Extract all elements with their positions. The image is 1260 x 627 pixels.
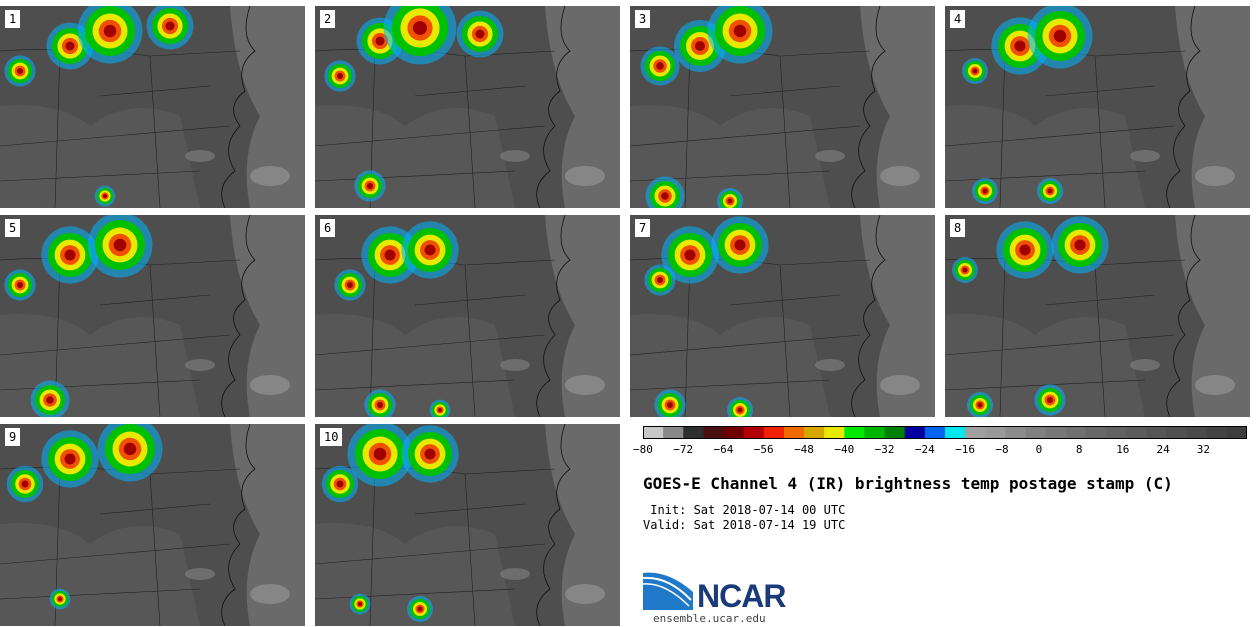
map-panel-2: 2 [315, 6, 620, 208]
ir-satellite-image [945, 215, 1250, 417]
colorbar-segment [985, 426, 1006, 439]
colorbar-segment [864, 426, 886, 439]
website-url[interactable]: ensemble.ucar.edu [653, 612, 766, 625]
panel-number: 4 [950, 10, 966, 28]
ir-satellite-image [315, 6, 620, 208]
colorbar-segment [945, 426, 966, 439]
colorbar-tick-label: 16 [1116, 443, 1130, 456]
colorbar-segment [1005, 426, 1027, 439]
ncar-logo-text: NCAR [697, 578, 786, 614]
panel-number: 5 [5, 219, 21, 237]
colorbar-segment [1146, 426, 1167, 439]
colorbar-segment [763, 426, 785, 439]
figure-title: GOES-E Channel 4 (IR) brightness temp po… [643, 474, 1173, 493]
colorbar [643, 426, 1247, 439]
colorbar-tick-label: −72 [673, 443, 694, 456]
panel-number: 8 [950, 219, 966, 237]
colorbar-segment [965, 426, 986, 439]
ir-satellite-image [315, 424, 620, 626]
map-panel-9: 9 [0, 424, 305, 626]
panel-number: 6 [320, 219, 336, 237]
map-panel-6: 6 [315, 215, 620, 417]
colorbar-tick-label: −24 [914, 443, 935, 456]
panel-number: 2 [320, 10, 336, 28]
colorbar-segment [743, 426, 765, 439]
panel-number: 3 [635, 10, 651, 28]
colorbar-segment [904, 426, 926, 439]
ir-satellite-image [630, 6, 935, 208]
colorbar-segment [723, 426, 745, 439]
colorbar-tick-label: −16 [955, 443, 975, 456]
colorbar-tick-label: 24 [1156, 443, 1170, 456]
panel-number: 10 [320, 428, 343, 446]
colorbar-segment [1045, 426, 1067, 439]
colorbar-segment [1186, 426, 1208, 439]
colorbar-segment [1085, 426, 1107, 439]
colorbar-segment [1226, 426, 1247, 439]
colorbar-segment [783, 426, 805, 439]
colorbar-segment [1025, 426, 1047, 439]
panel-number: 7 [635, 219, 651, 237]
init-time: Init: Sat 2018-07-14 00 UTC [643, 503, 846, 517]
colorbar-tick-label: 0 [1035, 443, 1043, 456]
colorbar-segment [824, 426, 845, 439]
colorbar-tick-labels: −80 −72 −64 −56 −48 −40 −32 −24 −16 −8 0 8 16 24 32 [633, 440, 1247, 460]
map-panel-4: 4 [945, 6, 1250, 208]
colorbar-segment [1206, 426, 1228, 439]
colorbar-segment [663, 426, 684, 439]
colorbar-segment [703, 426, 725, 439]
colorbar-tick-label: −40 [834, 443, 855, 456]
colorbar-tick-label: −80 [633, 443, 653, 456]
ir-satellite-image [0, 6, 305, 208]
colorbar-segment [1126, 426, 1147, 439]
ncar-logo [643, 572, 693, 610]
map-panel-5: 5 [0, 215, 305, 417]
colorbar-segment [884, 426, 906, 439]
colorbar-tick-label: −56 [753, 443, 774, 456]
colorbar-tick-label: −64 [713, 443, 734, 456]
colorbar-tick-label: 32 [1196, 443, 1210, 456]
map-panel-7: 7 [630, 215, 935, 417]
colorbar-tick-label: −8 [995, 443, 1009, 456]
valid-time: Valid: Sat 2018-07-14 19 UTC [643, 518, 846, 532]
ir-satellite-image [630, 215, 935, 417]
colorbar-segment [804, 426, 825, 439]
map-panel-8: 8 [945, 215, 1250, 417]
ir-satellite-image [945, 6, 1250, 208]
colorbar-segment [1065, 426, 1087, 439]
ir-satellite-image [315, 215, 620, 417]
map-panel-3: 3 [630, 6, 935, 208]
colorbar-segment [1166, 426, 1188, 439]
colorbar-segment [844, 426, 865, 439]
panel-number: 1 [5, 10, 21, 28]
colorbar-segment [683, 426, 704, 439]
map-panel-1: 1 [0, 6, 305, 208]
colorbar-segment [924, 426, 946, 439]
colorbar-segment [643, 426, 664, 439]
colorbar-tick-label: −48 [794, 443, 814, 456]
colorbar-segment [1106, 426, 1127, 439]
ir-satellite-image [0, 215, 305, 417]
ir-satellite-image [0, 424, 305, 626]
colorbar-tick-label: 8 [1075, 443, 1083, 456]
map-panel-10: 10 [315, 424, 620, 626]
colorbar-tick-label: −32 [874, 443, 895, 456]
panel-number: 9 [5, 428, 21, 446]
